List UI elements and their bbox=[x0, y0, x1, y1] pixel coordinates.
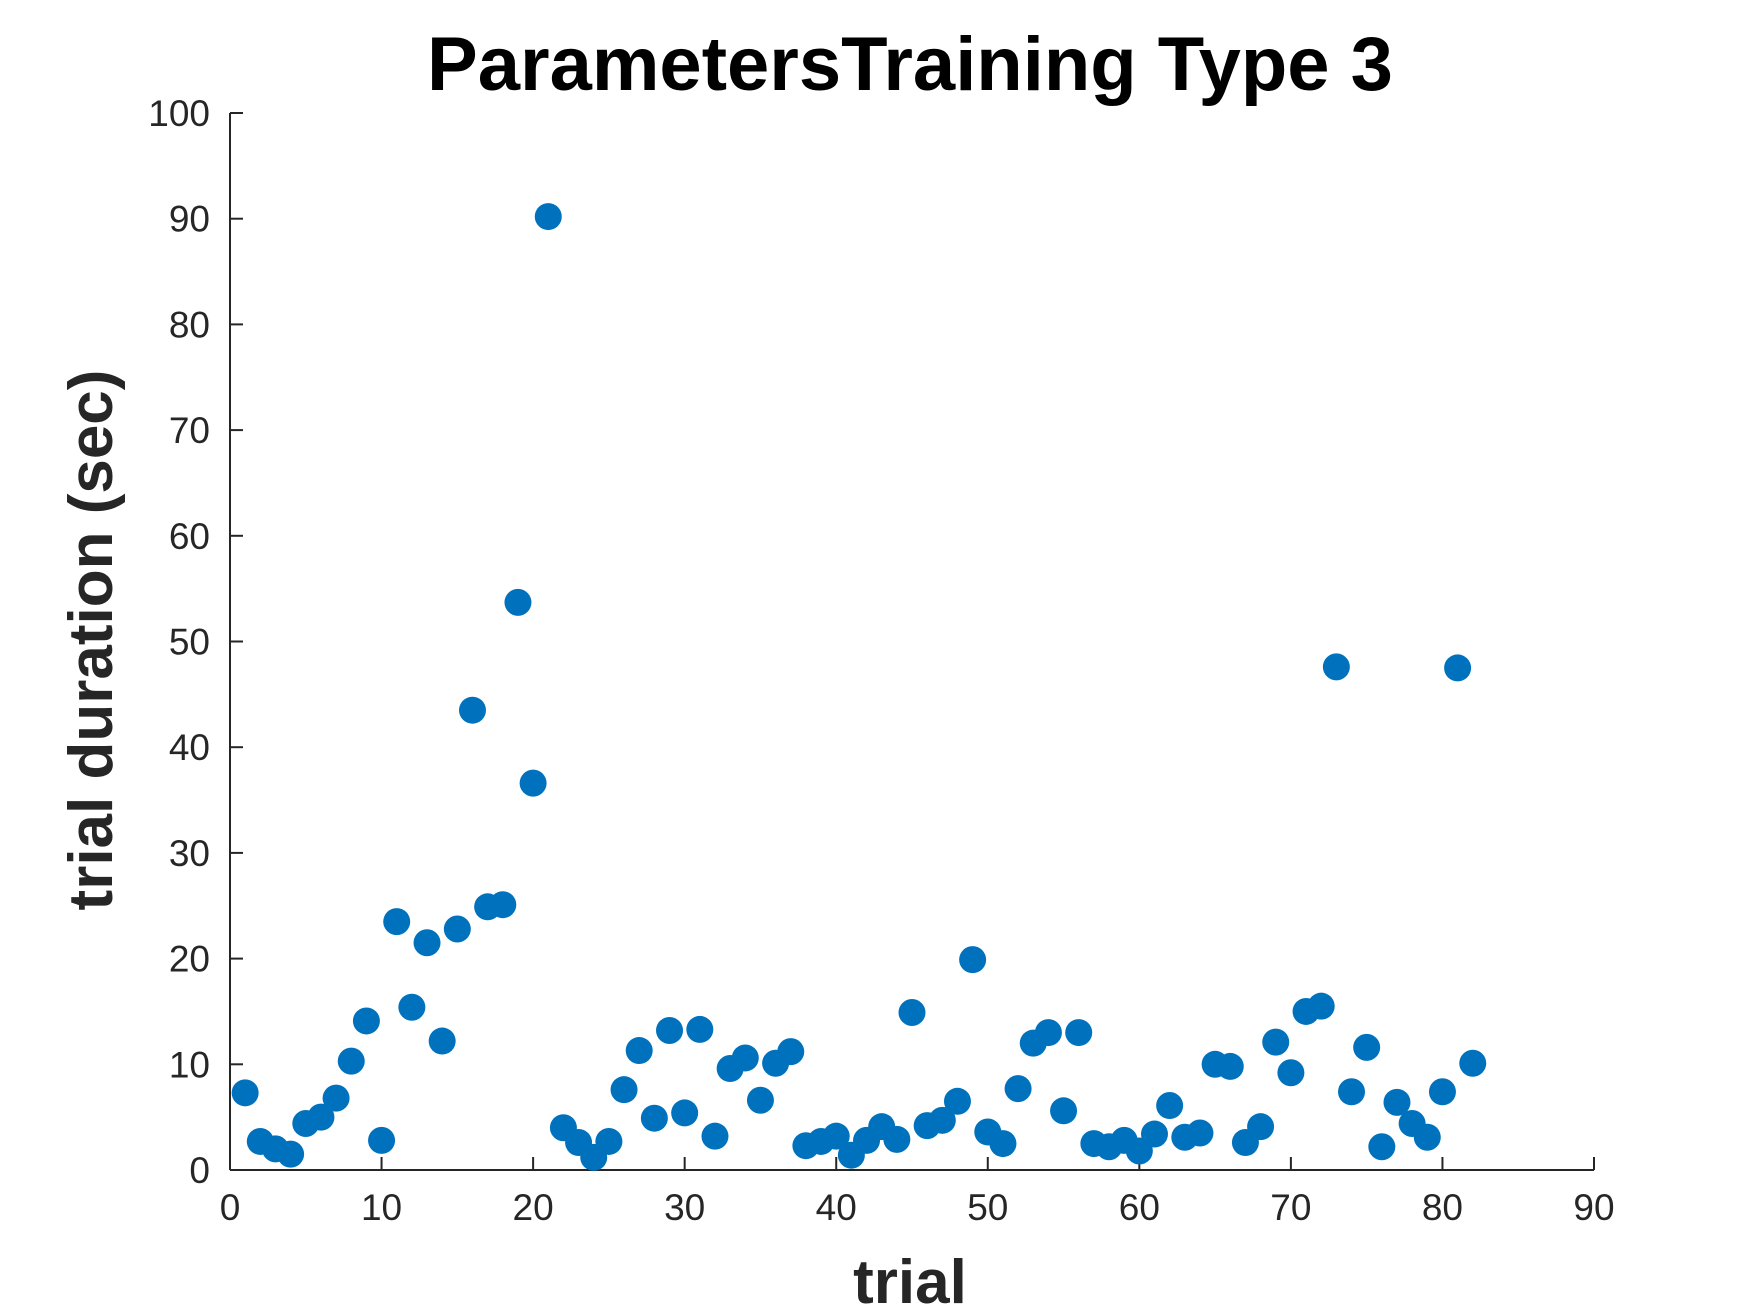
plot-axes: 0 10 20 30 40 50 60 70 80 90 0 10 20 30 40 50 60 70 80 90 10… bbox=[148, 93, 1614, 1228]
data-point bbox=[1353, 1033, 1381, 1061]
y-tick-label: 50 bbox=[169, 622, 210, 663]
data-point bbox=[1428, 1078, 1456, 1106]
data-point bbox=[883, 1125, 911, 1153]
data-point bbox=[928, 1106, 956, 1134]
chart-title: ParametersTraining Type 3 bbox=[427, 22, 1393, 107]
x-tick-label: 40 bbox=[816, 1187, 857, 1228]
data-point bbox=[1307, 992, 1335, 1020]
data-point bbox=[1368, 1133, 1396, 1161]
data-point bbox=[625, 1037, 653, 1065]
data-point bbox=[277, 1140, 305, 1168]
data-point bbox=[1459, 1049, 1487, 1077]
data-point bbox=[1322, 653, 1350, 681]
data-point bbox=[989, 1130, 1017, 1158]
data-point bbox=[671, 1099, 699, 1127]
data-point bbox=[1034, 1019, 1062, 1047]
data-point bbox=[959, 946, 987, 974]
x-tick-label: 30 bbox=[664, 1187, 705, 1228]
y-tick-label: 60 bbox=[169, 516, 210, 557]
y-tick-label: 0 bbox=[189, 1150, 210, 1191]
data-point bbox=[1140, 1120, 1168, 1148]
data-point bbox=[822, 1122, 850, 1150]
data-point bbox=[1338, 1078, 1366, 1106]
data-point bbox=[701, 1122, 729, 1150]
data-point bbox=[1247, 1113, 1275, 1141]
y-tick-label: 70 bbox=[169, 410, 210, 451]
data-point bbox=[413, 929, 441, 957]
data-point bbox=[443, 915, 471, 943]
data-point bbox=[1216, 1052, 1244, 1080]
x-tick-label: 90 bbox=[1573, 1187, 1614, 1228]
data-point bbox=[1444, 654, 1472, 682]
y-tick-label: 100 bbox=[148, 93, 210, 134]
x-tick-label: 70 bbox=[1270, 1187, 1311, 1228]
data-point bbox=[398, 993, 426, 1021]
x-tick-label: 0 bbox=[220, 1187, 241, 1228]
data-point bbox=[1004, 1075, 1032, 1103]
data-point bbox=[1262, 1028, 1290, 1056]
data-point bbox=[352, 1007, 380, 1035]
data-point bbox=[640, 1104, 668, 1132]
data-point bbox=[656, 1016, 684, 1044]
y-tick-label: 80 bbox=[169, 304, 210, 345]
data-point bbox=[337, 1047, 365, 1075]
data-point bbox=[1277, 1059, 1305, 1087]
data-point bbox=[383, 908, 411, 936]
data-point bbox=[1050, 1097, 1078, 1125]
data-point bbox=[231, 1079, 259, 1107]
x-tick-label: 60 bbox=[1119, 1187, 1160, 1228]
data-point bbox=[686, 1015, 714, 1043]
data-point bbox=[1413, 1123, 1441, 1151]
data-point bbox=[307, 1103, 335, 1131]
y-tick-label: 10 bbox=[169, 1044, 210, 1085]
data-point bbox=[368, 1126, 396, 1154]
data-point bbox=[1065, 1019, 1093, 1047]
y-tick-label: 90 bbox=[169, 199, 210, 240]
y-tick-label: 40 bbox=[169, 727, 210, 768]
data-point bbox=[943, 1087, 971, 1115]
x-tick-label: 10 bbox=[361, 1187, 402, 1228]
data-point bbox=[322, 1084, 350, 1112]
data-point bbox=[1186, 1119, 1214, 1147]
x-tick-label: 80 bbox=[1422, 1187, 1463, 1228]
data-point bbox=[731, 1044, 759, 1072]
data-point bbox=[458, 696, 486, 724]
y-axis-label: trial duration (sec) bbox=[57, 370, 126, 911]
x-tick-label: 50 bbox=[967, 1187, 1008, 1228]
x-axis-label: trial bbox=[853, 1248, 967, 1313]
data-point bbox=[519, 769, 547, 797]
data-point bbox=[534, 203, 562, 231]
data-point bbox=[504, 588, 532, 616]
y-tick-label: 30 bbox=[169, 833, 210, 874]
data-points bbox=[231, 203, 1487, 1171]
y-tick-label: 20 bbox=[169, 939, 210, 980]
x-tick-label: 20 bbox=[513, 1187, 554, 1228]
data-point bbox=[1156, 1092, 1184, 1120]
data-point bbox=[1383, 1088, 1411, 1116]
data-point bbox=[595, 1127, 623, 1155]
data-point bbox=[746, 1086, 774, 1114]
data-point bbox=[898, 999, 926, 1027]
data-point bbox=[777, 1038, 805, 1066]
data-point bbox=[489, 891, 517, 919]
data-point bbox=[428, 1027, 456, 1055]
data-point bbox=[610, 1076, 638, 1104]
